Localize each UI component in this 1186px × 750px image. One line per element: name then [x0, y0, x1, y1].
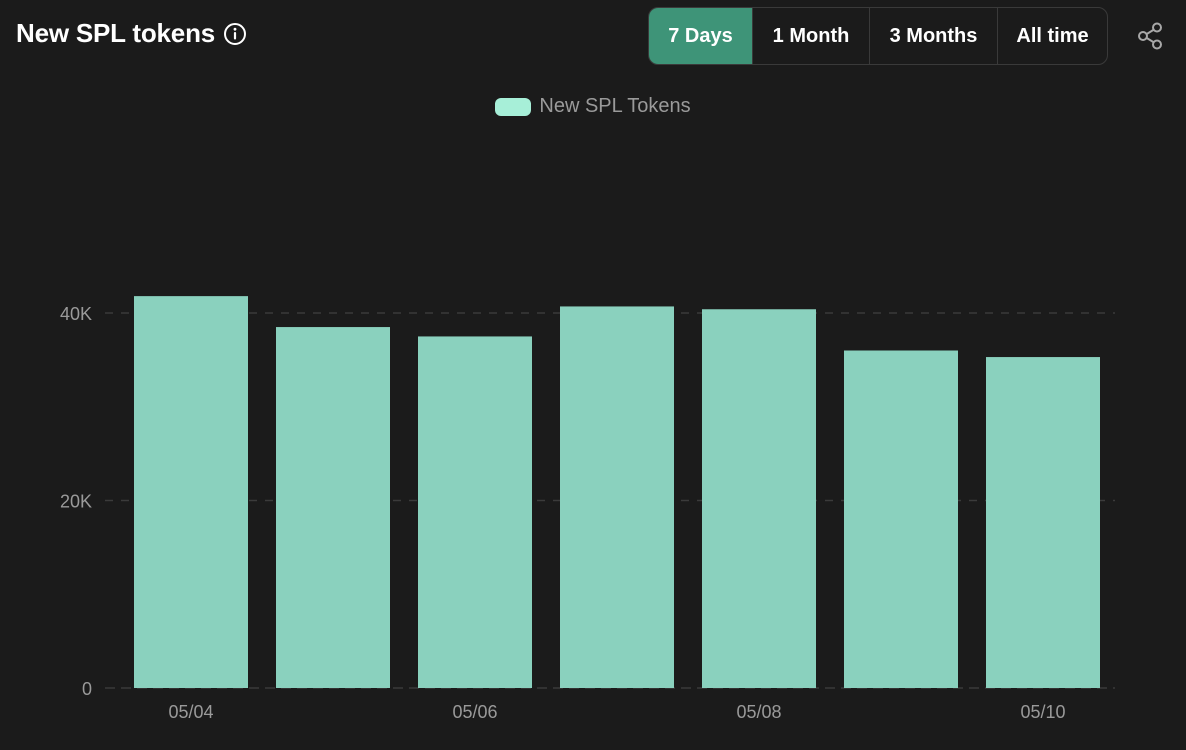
- bar-05-06[interactable]: [418, 336, 532, 688]
- bar-05-09[interactable]: [844, 350, 958, 689]
- range-1-month-button[interactable]: 1 Month: [752, 8, 869, 64]
- range-3-months-button[interactable]: 3 Months: [869, 8, 997, 64]
- chart-header: New SPL tokens: [16, 18, 247, 49]
- chart-title: New SPL tokens: [16, 18, 216, 48]
- bar-05-05[interactable]: [276, 327, 390, 688]
- legend-label: New SPL Tokens: [539, 95, 691, 117]
- x-tick-label: 05/08: [736, 702, 781, 722]
- time-range-selector: 7 Days 1 Month 3 Months All time: [648, 7, 1108, 65]
- x-tick-label: 05/04: [168, 702, 213, 722]
- info-icon[interactable]: [223, 22, 247, 46]
- bar-05-10[interactable]: [986, 357, 1100, 688]
- chart-legend: New SPL Tokens: [0, 95, 1186, 118]
- y-tick-label: 0: [82, 679, 92, 699]
- share-button[interactable]: [1134, 20, 1166, 52]
- range-all-time-button[interactable]: All time: [997, 8, 1107, 64]
- y-tick-label: 20K: [60, 492, 92, 512]
- x-tick-label: 05/06: [452, 702, 497, 722]
- legend-swatch[interactable]: [495, 97, 532, 116]
- bar-05-04[interactable]: [134, 296, 248, 688]
- y-tick-label: 40K: [60, 304, 92, 324]
- share-icon: [1138, 22, 1162, 50]
- bar-05-08[interactable]: [702, 309, 816, 688]
- bar-05-07[interactable]: [560, 306, 674, 688]
- range-7-days-button[interactable]: 7 Days: [649, 8, 752, 64]
- x-tick-label: 05/10: [1020, 702, 1065, 722]
